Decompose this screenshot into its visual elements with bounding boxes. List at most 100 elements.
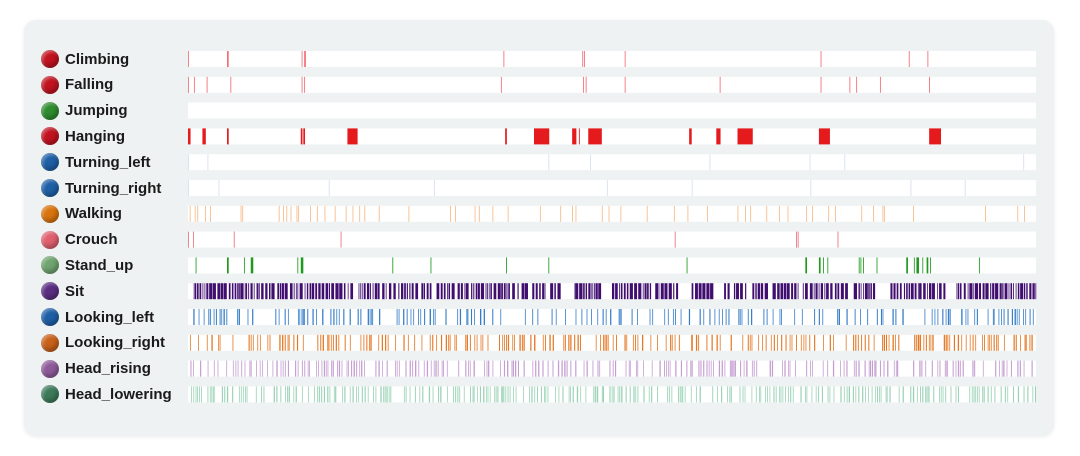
event-mark (902, 386, 904, 403)
event-mark (555, 309, 557, 325)
event-mark (864, 386, 866, 403)
legend-label: Climbing (65, 50, 130, 68)
event-mark (601, 205, 603, 222)
event-mark (868, 386, 869, 403)
event-mark (922, 386, 924, 403)
event-mark (193, 231, 194, 248)
event-mark (544, 283, 546, 300)
event-mark (755, 386, 757, 403)
event-mark (751, 334, 753, 351)
event-mark (458, 360, 460, 377)
event-mark (242, 386, 244, 403)
event-mark (424, 309, 426, 325)
event-mark (867, 309, 869, 325)
event-mark (959, 360, 961, 377)
event-mark (998, 309, 1000, 325)
event-mark (856, 76, 858, 93)
event-mark (945, 334, 947, 351)
event-mark (725, 309, 727, 325)
track-falling (188, 76, 1036, 93)
event-mark (595, 386, 597, 403)
event-mark (335, 386, 337, 403)
event-mark (352, 205, 354, 222)
event-mark (657, 334, 658, 351)
event-mark (736, 283, 739, 300)
event-mark (336, 309, 338, 325)
event-mark (1032, 386, 1034, 403)
event-mark (1029, 283, 1032, 300)
event-mark (435, 360, 437, 377)
legend-item-turning-right: Turning_right (41, 177, 161, 199)
event-mark (1010, 283, 1013, 300)
event-mark (664, 309, 666, 325)
event-mark (773, 334, 775, 351)
event-mark (724, 360, 726, 377)
event-mark (570, 360, 572, 377)
event-mark (393, 283, 396, 300)
event-mark (879, 76, 881, 93)
event-mark (347, 283, 349, 300)
event-mark (436, 283, 440, 300)
event-mark (763, 309, 765, 325)
event-mark (548, 257, 550, 274)
event-mark (883, 334, 886, 351)
event-mark (529, 386, 530, 403)
event-mark (304, 360, 306, 377)
event-mark (572, 128, 577, 145)
event-mark (188, 180, 189, 196)
event-mark (307, 309, 309, 325)
event-mark (667, 309, 669, 325)
event-mark (509, 386, 511, 403)
event-mark (752, 283, 755, 300)
event-mark (463, 386, 465, 403)
event-mark (223, 283, 227, 300)
event-mark (224, 386, 226, 403)
event-mark (414, 334, 416, 351)
event-mark (742, 386, 744, 403)
event-mark (467, 309, 469, 325)
event-mark (902, 309, 904, 325)
legend-label: Falling (65, 76, 114, 94)
event-mark (820, 283, 824, 300)
event-mark (240, 283, 244, 300)
event-mark (862, 386, 864, 403)
event-mark (440, 386, 442, 403)
event-mark (784, 360, 786, 377)
event-mark (822, 360, 824, 377)
event-mark (284, 283, 288, 300)
event-mark (430, 257, 432, 274)
event-mark (837, 309, 839, 325)
event-mark (805, 386, 806, 403)
event-mark (863, 257, 864, 274)
event-mark (557, 360, 560, 377)
event-mark (517, 283, 519, 300)
event-mark (197, 386, 198, 403)
event-mark (562, 386, 564, 403)
event-mark (895, 334, 896, 351)
event-mark (687, 205, 689, 222)
event-mark (325, 283, 329, 300)
event-mark (650, 334, 652, 351)
event-mark (342, 386, 344, 403)
event-mark (539, 283, 541, 300)
event-mark (512, 283, 515, 300)
event-mark (727, 283, 730, 300)
event-mark (943, 334, 945, 351)
event-mark (440, 283, 443, 300)
event-mark (942, 386, 944, 403)
event-mark (290, 205, 292, 222)
event-mark (212, 386, 214, 403)
event-mark (446, 386, 448, 403)
event-mark (659, 360, 661, 377)
event-mark (575, 205, 577, 222)
event-mark (869, 360, 871, 377)
event-mark (457, 309, 459, 325)
event-mark (532, 283, 535, 300)
event-mark (930, 334, 932, 351)
event-mark (443, 360, 444, 377)
event-mark (753, 360, 755, 377)
event-mark (868, 360, 870, 377)
event-mark (893, 360, 895, 377)
event-mark (409, 360, 411, 377)
event-mark (227, 51, 229, 67)
